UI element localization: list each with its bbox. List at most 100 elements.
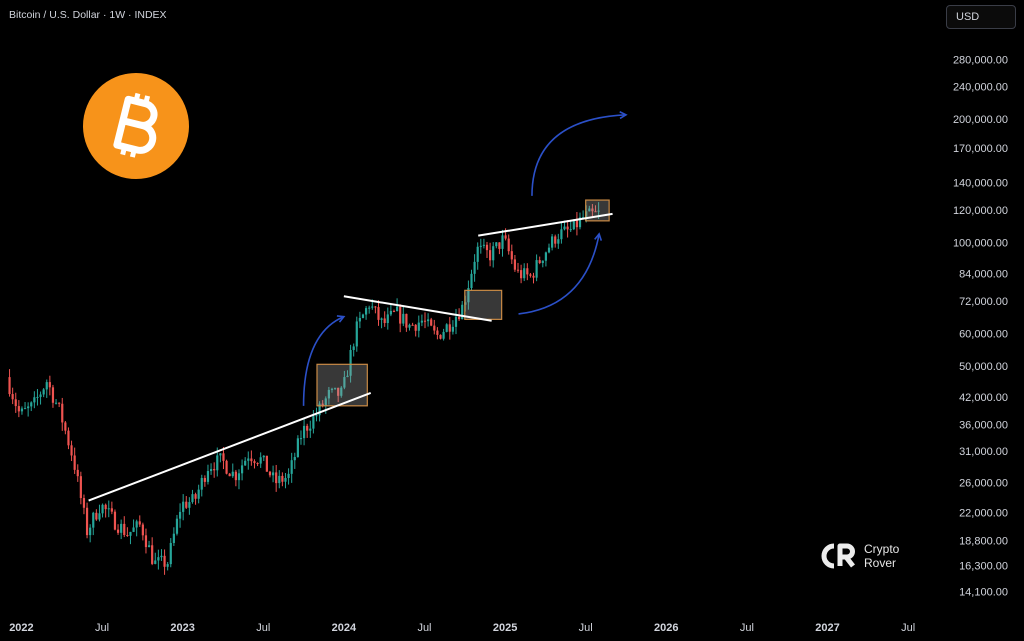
candle-body bbox=[197, 489, 200, 499]
candle-body bbox=[566, 226, 569, 230]
candle-body bbox=[116, 529, 120, 533]
candle-body bbox=[510, 251, 513, 260]
candle-body bbox=[448, 324, 451, 332]
candle-body bbox=[79, 476, 82, 499]
candle-body bbox=[265, 455, 268, 472]
candle-body bbox=[327, 389, 330, 399]
candle-body bbox=[172, 533, 175, 543]
candle-body bbox=[85, 507, 89, 536]
candle-body bbox=[330, 388, 334, 390]
candle-body bbox=[281, 475, 284, 482]
x-tick-label: 2024 bbox=[332, 622, 357, 634]
candle-body bbox=[188, 502, 191, 508]
candle-body bbox=[23, 408, 27, 410]
highlight-box bbox=[316, 363, 368, 407]
candle-body bbox=[544, 252, 548, 261]
x-axis[interactable]: 2022 Jul 2023 Jul 2024 Jul 2025 Jul 2026 Jul 2027 J… bbox=[9, 622, 915, 634]
candle-body bbox=[27, 406, 30, 409]
candle-body bbox=[417, 322, 420, 331]
candle-body bbox=[138, 521, 141, 525]
candle-body bbox=[42, 389, 45, 395]
candle-body bbox=[123, 523, 126, 535]
candle-body bbox=[209, 469, 213, 472]
y-tick-label: 22,000.00 bbox=[959, 507, 1008, 519]
y-tick-label: 50,000.00 bbox=[959, 361, 1008, 373]
bitcoin-logo-icon bbox=[83, 73, 189, 179]
candle-body bbox=[476, 246, 479, 262]
candle-body bbox=[48, 382, 51, 388]
candle-body bbox=[340, 387, 343, 396]
candle-body bbox=[290, 460, 293, 474]
candle-body bbox=[473, 261, 476, 274]
candle-body bbox=[399, 306, 402, 324]
candle-body bbox=[591, 208, 594, 212]
candle-body bbox=[144, 535, 148, 548]
candle-body bbox=[594, 211, 597, 213]
y-tick-label: 100,000.00 bbox=[953, 238, 1008, 250]
candle-body bbox=[523, 268, 526, 279]
candle-body bbox=[216, 455, 219, 471]
candle-body bbox=[231, 471, 234, 477]
candle-body bbox=[244, 460, 247, 466]
candle-body bbox=[76, 469, 79, 477]
candle-body bbox=[541, 260, 544, 264]
watermark: Crypto Rover bbox=[818, 541, 899, 571]
candle-body bbox=[377, 307, 380, 320]
candle-body bbox=[439, 334, 442, 339]
candle-body bbox=[343, 377, 346, 388]
candle-body bbox=[58, 402, 61, 404]
candle-body bbox=[182, 501, 185, 512]
candle-body bbox=[110, 508, 113, 512]
candle-body bbox=[569, 229, 572, 231]
trendline[interactable] bbox=[88, 392, 372, 502]
x-tick-label: 2023 bbox=[170, 622, 194, 634]
candle-body bbox=[17, 406, 20, 412]
currency-button[interactable]: USD bbox=[946, 5, 1016, 29]
trendlines-layer bbox=[88, 212, 613, 502]
candle-body bbox=[275, 472, 278, 484]
candle-body bbox=[185, 501, 188, 508]
candle-body bbox=[141, 524, 144, 536]
candle-body bbox=[411, 324, 414, 326]
x-tick-label: 2022 bbox=[9, 622, 33, 634]
candle-body bbox=[451, 326, 454, 332]
candle-body bbox=[61, 403, 64, 423]
candle-body bbox=[507, 238, 510, 252]
candle-body bbox=[113, 511, 117, 530]
candle-body bbox=[175, 518, 179, 534]
trendline[interactable] bbox=[343, 295, 492, 322]
candle-body bbox=[132, 527, 135, 532]
y-axis[interactable]: 280,000.00 240,000.00 200,000.00 170,000.00… bbox=[953, 54, 1008, 598]
candle-body bbox=[228, 473, 231, 477]
candle-body bbox=[470, 273, 473, 288]
y-tick-label: 16,300.00 bbox=[959, 561, 1008, 573]
candle-body bbox=[352, 346, 355, 351]
curved-arrow bbox=[531, 113, 627, 196]
candle-body bbox=[501, 235, 504, 249]
trendline[interactable] bbox=[478, 212, 613, 237]
candle-body bbox=[200, 477, 203, 490]
candle-body bbox=[445, 324, 448, 332]
candle-body bbox=[36, 396, 39, 398]
candle-body bbox=[454, 316, 458, 327]
candle-body bbox=[20, 408, 24, 412]
candle-body bbox=[166, 564, 169, 567]
y-tick-label: 26,000.00 bbox=[959, 478, 1008, 490]
candle-body bbox=[89, 527, 92, 536]
candle-body bbox=[423, 320, 427, 322]
candle-body bbox=[206, 471, 210, 482]
candle-body bbox=[284, 477, 287, 482]
candle-body bbox=[333, 387, 337, 389]
candle-body bbox=[482, 244, 486, 246]
candle-body bbox=[374, 306, 377, 308]
candle-body bbox=[442, 331, 445, 339]
x-tick-label: 2025 bbox=[493, 622, 517, 634]
candle-body bbox=[51, 387, 55, 403]
y-tick-label: 31,000.00 bbox=[959, 446, 1008, 458]
candle-body bbox=[355, 321, 358, 347]
candle-body bbox=[70, 445, 73, 456]
candle-body bbox=[287, 473, 290, 478]
candle-body bbox=[73, 455, 76, 470]
candle-body bbox=[11, 394, 14, 400]
